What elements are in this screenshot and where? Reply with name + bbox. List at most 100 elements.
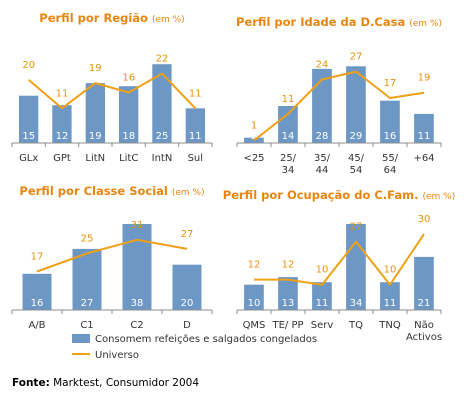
bar — [119, 86, 139, 143]
bar-value-label: 25 — [156, 131, 169, 142]
universe-value-label: 20 — [22, 60, 35, 71]
bar-value-label: 16 — [31, 298, 44, 309]
chart-panel-3: Perfil por Classe Social (em %) 16 27 38 20 A… — [11, 184, 213, 331]
universe-value-label: 11 — [282, 94, 295, 105]
bar-value-label: 19 — [89, 131, 102, 142]
bar-value-label: 11 — [384, 298, 397, 309]
universe-value-label: 19 — [418, 73, 431, 84]
bar — [152, 64, 172, 143]
bar — [122, 224, 152, 310]
bar — [85, 83, 105, 143]
universe-value-label: 24 — [316, 60, 329, 71]
bar — [244, 137, 264, 143]
chart-panel-2: Perfil por Idade da D.Casa (em %) 2 14 28 29… — [236, 15, 442, 176]
chart-title-unit: (em %) — [409, 19, 442, 29]
legend-bar-swatch — [72, 334, 90, 343]
bar-value-label: 11 — [316, 298, 329, 309]
universe-value-label: 16 — [122, 73, 135, 84]
legend: Consomem refeições e salgados congelados… — [72, 334, 317, 361]
bar — [380, 282, 400, 310]
category-label: 35/44 — [314, 153, 331, 176]
bar-value-label: 27 — [81, 298, 94, 309]
bar — [278, 106, 298, 143]
chart-title-text: Perfil por Região — [39, 11, 152, 25]
category-label: 25/34 — [280, 153, 297, 176]
universe-value-label: 17 — [384, 78, 397, 89]
bar-value-label: 38 — [131, 298, 144, 309]
bar-value-label: 20 — [181, 298, 194, 309]
category-label: GLx — [19, 153, 38, 164]
bar-value-label: 11 — [189, 131, 202, 142]
bar — [52, 105, 72, 143]
category-label: <25 — [243, 153, 264, 164]
category-label: A/B — [28, 320, 45, 331]
universe-value-label: 27 — [350, 52, 363, 63]
universe-value-label: 12 — [282, 260, 295, 271]
bar-value-label: 2 — [251, 131, 257, 142]
universe-value-label: 22 — [156, 54, 169, 65]
category-label: 45/54 — [348, 153, 365, 176]
universe-series-line — [253, 70, 425, 142]
chart-title-unit: (em %) — [172, 188, 205, 198]
bar-value-label: 11 — [418, 131, 431, 142]
chart-panel-4: Perfil por Ocupação do C.Fam. (em %) 10 13… — [223, 188, 455, 343]
bar — [346, 224, 366, 310]
bar-value-label: 12 — [56, 131, 69, 142]
category-label: LitN — [85, 153, 105, 164]
universe-value-label: 27 — [181, 229, 194, 240]
chart-title: Perfil por Região (em %) — [39, 11, 184, 25]
universe-value-label: 1 — [251, 120, 257, 131]
legend-line-label: Universo — [95, 350, 139, 361]
universe-value-label: 10 — [384, 265, 397, 276]
category-label: GPt — [53, 153, 71, 164]
chart-title-text: Perfil por Idade da D.Casa — [236, 15, 409, 29]
universe-value-label: 12 — [248, 260, 261, 271]
universe-value-label: 25 — [81, 233, 94, 244]
universe-series-line — [28, 72, 197, 110]
category-label: C2 — [130, 320, 143, 331]
source-text: Marktest, Consumidor 2004 — [50, 377, 200, 389]
chart-title-unit: (em %) — [152, 15, 185, 25]
category-label: LitC — [119, 153, 138, 164]
category-label: +64 — [413, 153, 434, 164]
source-label: Fonte: — [12, 377, 50, 389]
bar — [312, 68, 332, 143]
universe-series-line — [36, 238, 188, 273]
universe-value-label: 31 — [131, 220, 144, 231]
universe-series-line — [254, 233, 425, 286]
chart-title-text: Perfil por Ocupação do C.Fam. — [223, 188, 423, 202]
chart-title-unit: (em %) — [422, 192, 455, 202]
universe-value-label: 17 — [31, 252, 44, 263]
bar-value-label: 21 — [418, 298, 431, 309]
bar-value-label: 15 — [22, 131, 35, 142]
bar — [172, 264, 202, 310]
bar — [22, 273, 52, 310]
bar-value-label: 14 — [282, 131, 295, 142]
bar — [244, 284, 264, 310]
category-label: TNQ — [378, 320, 401, 331]
category-label: Não Activos — [406, 320, 442, 343]
universe-value-label: 10 — [316, 265, 329, 276]
bar-value-label: 29 — [350, 131, 363, 142]
category-label: QMS — [243, 320, 266, 331]
chart-title: Perfil por Classe Social (em %) — [19, 184, 204, 198]
legend-bar-label: Consomem refeições e salgados congelados — [95, 334, 317, 345]
chart-title: Perfil por Ocupação do C.Fam. (em %) — [223, 188, 455, 202]
bar — [312, 282, 332, 310]
bar — [414, 113, 434, 143]
universe-value-label: 11 — [56, 88, 69, 99]
category-label: 55/64 — [382, 153, 399, 176]
bar — [185, 108, 205, 143]
universe-value-label: 27 — [350, 222, 363, 233]
bar-value-label: 18 — [122, 131, 135, 142]
category-label: C1 — [80, 320, 93, 331]
bar-value-label: 10 — [248, 298, 261, 309]
bar-value-label: 28 — [316, 131, 329, 142]
bar-value-label: 16 — [384, 131, 397, 142]
category-label: IntN — [152, 153, 173, 164]
chart-title-text: Perfil por Classe Social — [19, 184, 171, 198]
source-note: Fonte: Marktest, Consumidor 2004 — [12, 377, 199, 389]
category-label: TE/ PP — [271, 320, 303, 331]
